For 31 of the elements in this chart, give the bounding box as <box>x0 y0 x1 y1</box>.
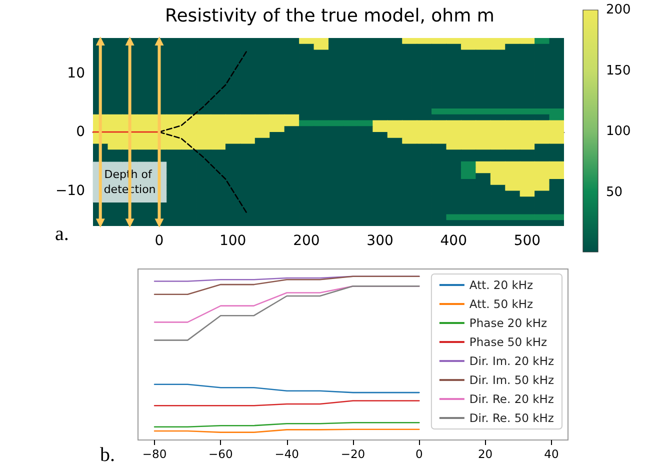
legend-label: Att. 20 kHz <box>469 278 534 292</box>
x-tick-label: 300 <box>366 233 394 249</box>
x-tick-label: 500 <box>514 233 541 249</box>
color-bar-label: 50 <box>606 184 623 200</box>
y-tick-label: −10 <box>55 182 85 199</box>
legend-label: Phase 20 kHz <box>469 316 548 330</box>
x-tick-label: −20 <box>340 447 366 461</box>
legend-label: Att. 50 kHz <box>469 297 534 311</box>
legend-label: Dir. Re. 20 kHz <box>469 392 554 406</box>
x-tick-label: 100 <box>219 233 246 249</box>
x-tick-label: 20 <box>478 447 493 461</box>
x-tick-label: 200 <box>293 233 320 249</box>
x-tick-label: 400 <box>440 233 467 249</box>
y-tick-label: 0 <box>76 124 85 140</box>
chart-title: Resistivity of the true model, ohm m <box>165 6 494 26</box>
legend-label: Dir. Re. 50 kHz <box>469 411 554 425</box>
x-tick-label: 40 <box>544 447 559 461</box>
x-tick-label: −80 <box>142 447 167 461</box>
y-tick-label: 10 <box>67 65 85 82</box>
x-tick-label: −40 <box>274 447 299 461</box>
text: a. <box>55 223 69 245</box>
legend-label: Dir. Im. 20 kHz <box>469 354 554 368</box>
legend-label: Phase 50 kHz <box>469 335 548 349</box>
x-tick-label: 0 <box>415 447 423 461</box>
color-bar-label: 200 <box>606 2 631 18</box>
color-bar-label: 150 <box>606 63 631 78</box>
text: b. <box>100 444 115 465</box>
legend-label: Dir. Im. 50 kHz <box>469 373 554 387</box>
color-bar-label: 100 <box>606 124 631 140</box>
x-tick-label: −60 <box>208 447 233 461</box>
x-tick-label: 0 <box>154 233 164 249</box>
